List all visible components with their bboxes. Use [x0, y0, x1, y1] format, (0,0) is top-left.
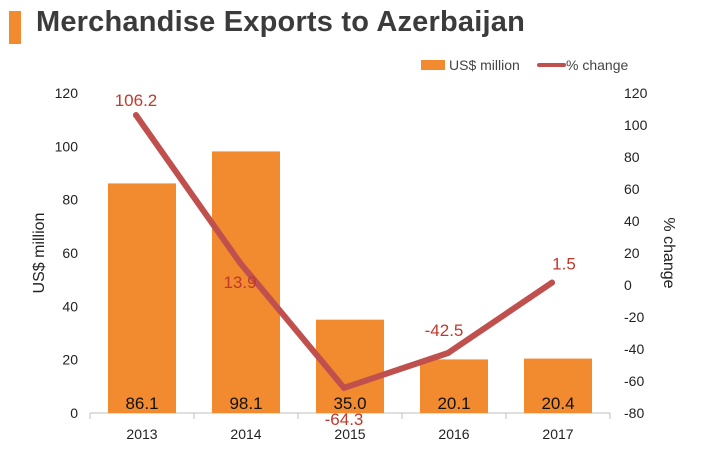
bar-value-label: 20.4	[541, 394, 574, 413]
y2-tick-label: 80	[624, 149, 640, 165]
y-tick-label: 120	[55, 85, 79, 101]
y2-tick-label: -40	[624, 341, 644, 357]
x-tick-label: 2014	[230, 426, 261, 442]
line-value-label: 13.9	[223, 273, 256, 292]
y2-tick-label: -20	[624, 309, 644, 325]
y-axis-title: US$ million	[31, 213, 48, 294]
y2-tick-label: -60	[624, 373, 644, 389]
x-tick-label: 2013	[126, 426, 157, 442]
y2-tick-label: 20	[624, 245, 640, 261]
y2-tick-label: 0	[624, 277, 632, 293]
bar-value-label: 98.1	[229, 394, 262, 413]
y-tick-label: 80	[62, 192, 78, 208]
x-tick-label: 2016	[438, 426, 469, 442]
line-value-label: -64.3	[325, 410, 364, 429]
title-accent-bar	[9, 11, 21, 44]
y-tick-label: 100	[55, 138, 79, 154]
y2-tick-label: -80	[624, 405, 644, 421]
line-value-label: -42.5	[425, 321, 464, 340]
bar-value-label: 35.0	[333, 394, 366, 413]
bar	[212, 151, 280, 413]
legend-bar-label: US$ million	[449, 57, 520, 73]
y2-axis-title: % change	[660, 217, 677, 288]
y2-tick-label: 100	[624, 117, 648, 133]
line-value-label: 106.2	[115, 91, 158, 110]
bar	[108, 183, 176, 413]
bar-value-label: 20.1	[437, 394, 470, 413]
line-point	[445, 350, 451, 356]
y2-tick-label: 120	[624, 85, 648, 101]
line-point	[133, 112, 139, 119]
bar	[524, 358, 592, 413]
x-tick-label: 2017	[542, 426, 573, 442]
line-point	[341, 384, 347, 391]
y-tick-label: 20	[62, 352, 78, 368]
line-point	[549, 279, 555, 286]
legend-line-label: % change	[566, 57, 628, 73]
y2-tick-label: 60	[624, 181, 640, 197]
bar-value-label: 86.1	[125, 394, 158, 413]
legend-bar-swatch	[421, 60, 445, 70]
line-value-label: 1.5	[552, 255, 576, 274]
x-tick-label: 2015	[334, 426, 365, 442]
y-tick-label: 60	[62, 245, 78, 261]
bar	[420, 359, 488, 413]
line-point	[237, 259, 243, 266]
y2-tick-label: 40	[624, 213, 640, 229]
chart-title: Merchandise Exports to Azerbaijan	[36, 6, 525, 38]
y-tick-label: 40	[62, 298, 78, 314]
y-tick-label: 0	[70, 405, 78, 421]
